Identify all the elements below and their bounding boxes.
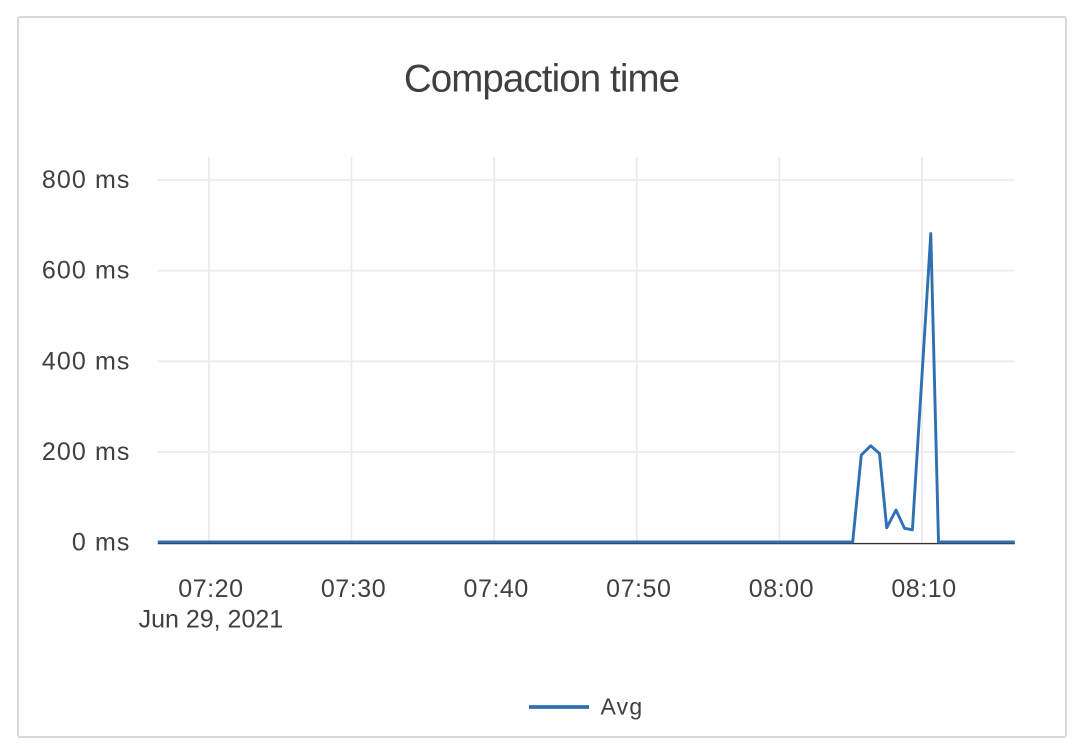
svg-text:08:00: 08:00 <box>749 575 814 603</box>
svg-text:600 ms: 600 ms <box>42 257 131 285</box>
svg-text:800 ms: 800 ms <box>42 166 131 194</box>
svg-text:08:10: 08:10 <box>891 575 956 603</box>
svg-text:Jun 29, 2021: Jun 29, 2021 <box>139 606 284 634</box>
svg-text:0 ms: 0 ms <box>72 529 131 557</box>
svg-text:Avg: Avg <box>601 694 644 720</box>
svg-text:Compaction time: Compaction time <box>404 57 679 100</box>
svg-text:07:30: 07:30 <box>321 575 386 603</box>
svg-text:07:40: 07:40 <box>464 575 529 603</box>
svg-text:07:20: 07:20 <box>178 575 243 603</box>
svg-text:07:50: 07:50 <box>606 575 671 603</box>
svg-text:200 ms: 200 ms <box>42 438 131 466</box>
svg-text:400 ms: 400 ms <box>42 347 131 375</box>
